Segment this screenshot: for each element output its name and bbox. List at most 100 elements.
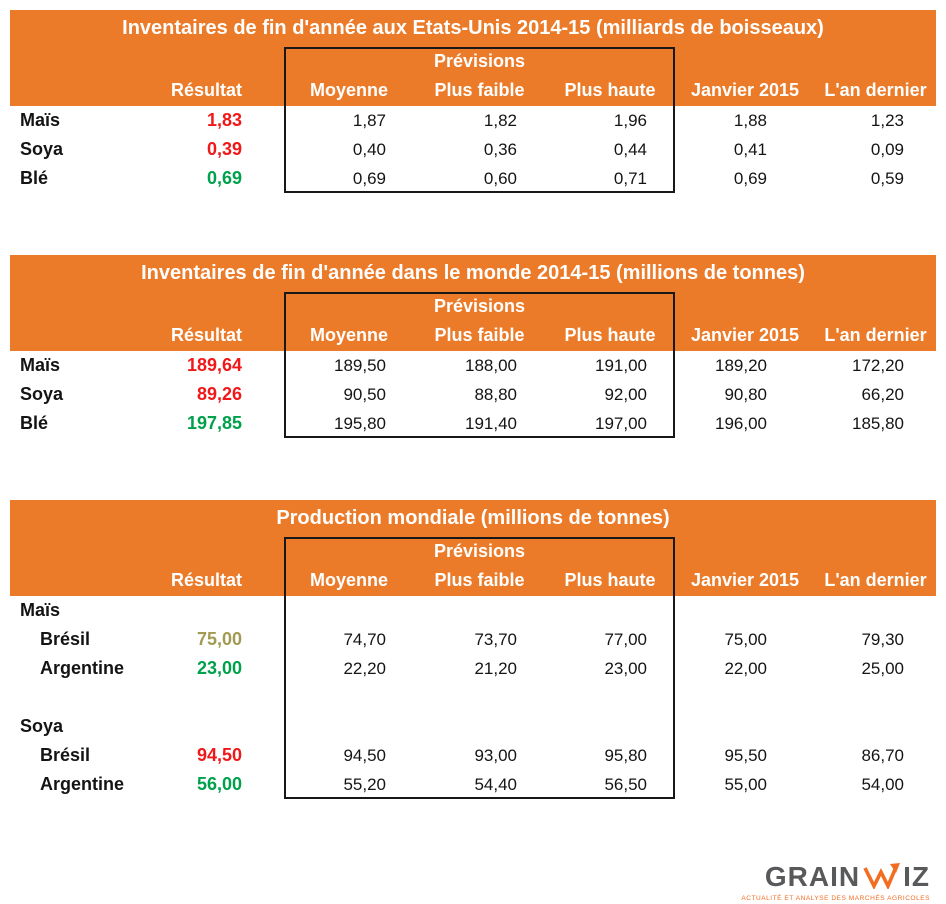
table-row: Argentine 56,00 55,20 54,40 56,50 55,00 54,00 <box>10 770 936 799</box>
table-row: Soya 89,26 90,50 88,80 92,00 90,80 66,20 <box>10 380 936 409</box>
row-label: Maïs <box>20 600 61 620</box>
cell-value: 92,00 <box>604 385 647 404</box>
column-header: Plus faible <box>434 570 525 590</box>
cell-value: 54,00 <box>861 775 904 794</box>
cell-value: 22,20 <box>343 659 386 678</box>
cell-value: 86,70 <box>861 746 904 765</box>
empty-cell <box>142 712 284 741</box>
cell-value: 93,00 <box>474 746 517 765</box>
cell-value: 0,40 <box>352 140 386 159</box>
cell-value: 90,50 <box>343 385 386 404</box>
resultat-value: 89,26 <box>196 384 242 404</box>
column-header: Plus faible <box>434 325 525 345</box>
column-header: Plus haute <box>564 80 656 100</box>
cell-value: 172,20 <box>852 356 904 375</box>
cell-value: 188,00 <box>465 356 517 375</box>
column-header: L'an dernier <box>824 325 927 345</box>
logo-iz-text: IZ <box>903 861 930 892</box>
cell-value: 95,50 <box>724 746 767 765</box>
table-row: Argentine 23,00 22,20 21,20 23,00 22,00 25,00 <box>10 654 936 683</box>
table-row: Blé 0,69 0,69 0,60 0,71 0,69 0,59 <box>10 164 936 193</box>
cell-value: 25,00 <box>861 659 904 678</box>
resultat-value: 0,69 <box>206 168 242 188</box>
label-column-header <box>10 320 142 351</box>
cell-value: 22,00 <box>724 659 767 678</box>
row-label: Soya <box>20 139 64 159</box>
cell-value: 195,80 <box>334 414 386 433</box>
table-world-production: Production mondiale (millions de tonnes)… <box>10 500 936 799</box>
column-header-row: Résultat Moyenne Plus faible Plus haute Janv… <box>10 320 936 351</box>
empty-cell <box>815 683 936 712</box>
cell-value: 55,20 <box>343 775 386 794</box>
cell-value: 56,50 <box>604 775 647 794</box>
cell-value: 1,82 <box>483 111 517 130</box>
spacer-row <box>10 683 936 712</box>
column-header: L'an dernier <box>824 570 927 590</box>
previsions-group-header: Prévisions <box>433 51 526 71</box>
cell-value: 54,40 <box>474 775 517 794</box>
empty-cell <box>675 596 815 625</box>
cell-value: 77,00 <box>604 630 647 649</box>
cell-value: 0,41 <box>733 140 767 159</box>
cell-value: 185,80 <box>852 414 904 433</box>
cell-value: 0,44 <box>613 140 647 159</box>
cell-value: 1,88 <box>733 111 767 130</box>
cell-value: 1,87 <box>352 111 386 130</box>
row-label: Argentine <box>40 774 125 794</box>
resultat-value: 94,50 <box>196 745 242 765</box>
column-header: L'an dernier <box>824 80 927 100</box>
resultat-value: 23,00 <box>196 658 242 678</box>
row-label: Brésil <box>40 745 91 765</box>
cell-value: 1,96 <box>613 111 647 130</box>
column-header: Moyenne <box>309 80 388 100</box>
row-label: Soya <box>20 716 64 736</box>
empty-cell <box>142 683 284 712</box>
row-label: Brésil <box>40 629 91 649</box>
row-label <box>10 683 142 712</box>
column-header: Résultat <box>170 80 242 100</box>
cell-value: 0,59 <box>870 169 904 188</box>
table-title: Inventaires de fin d'année aux Etats-Uni… <box>10 10 936 47</box>
group-header-row: Prévisions <box>10 47 936 75</box>
empty-cell <box>545 712 675 741</box>
logo-grain-text: GRAIN <box>764 861 861 892</box>
row-label: Blé <box>20 413 49 433</box>
table-world-inventories: Inventaires de fin d'année dans le monde… <box>10 255 936 438</box>
column-header: Moyenne <box>309 570 388 590</box>
cell-value: 73,70 <box>474 630 517 649</box>
group-header-row: Prévisions <box>10 292 936 320</box>
cell-value: 88,80 <box>474 385 517 404</box>
cell-value: 79,30 <box>861 630 904 649</box>
resultat-value: 75,00 <box>196 629 242 649</box>
previsions-group-header: Prévisions <box>433 541 526 561</box>
column-header: Plus haute <box>564 325 656 345</box>
group-header-spacer-right <box>675 47 936 75</box>
logo-container: GRAIN IZ Actualité et analyse des marché… <box>10 861 930 902</box>
cell-value: 95,80 <box>604 746 647 765</box>
empty-cell <box>284 596 414 625</box>
group-header-spacer-left <box>10 47 284 75</box>
label-column-header <box>10 565 142 596</box>
tables-container: Inventaires de fin d'année aux Etats-Uni… <box>10 10 946 799</box>
cell-value: 189,50 <box>334 356 386 375</box>
cell-value: 66,20 <box>861 385 904 404</box>
cell-value: 191,40 <box>465 414 517 433</box>
cell-value: 21,20 <box>474 659 517 678</box>
column-header-row: Résultat Moyenne Plus faible Plus haute Janv… <box>10 75 936 106</box>
empty-cell <box>414 596 545 625</box>
row-label: Maïs <box>20 110 61 130</box>
section-row: Soya <box>10 712 936 741</box>
logo-tagline: Actualité et analyse des marchés agricol… <box>741 895 930 902</box>
empty-cell <box>414 683 545 712</box>
cell-value: 196,00 <box>715 414 767 433</box>
empty-cell <box>545 683 675 712</box>
table-row: Soya 0,39 0,40 0,36 0,44 0,41 0,09 <box>10 135 936 164</box>
group-header-spacer-right <box>675 537 936 565</box>
empty-cell <box>414 712 545 741</box>
column-header: Moyenne <box>309 325 388 345</box>
column-header: Plus haute <box>564 570 656 590</box>
resultat-value: 56,00 <box>196 774 242 794</box>
cell-value: 1,23 <box>870 111 904 130</box>
resultat-value: 0,39 <box>206 139 242 159</box>
table-row: Maïs 189,64 189,50 188,00 191,00 189,20 172,20 <box>10 351 936 380</box>
